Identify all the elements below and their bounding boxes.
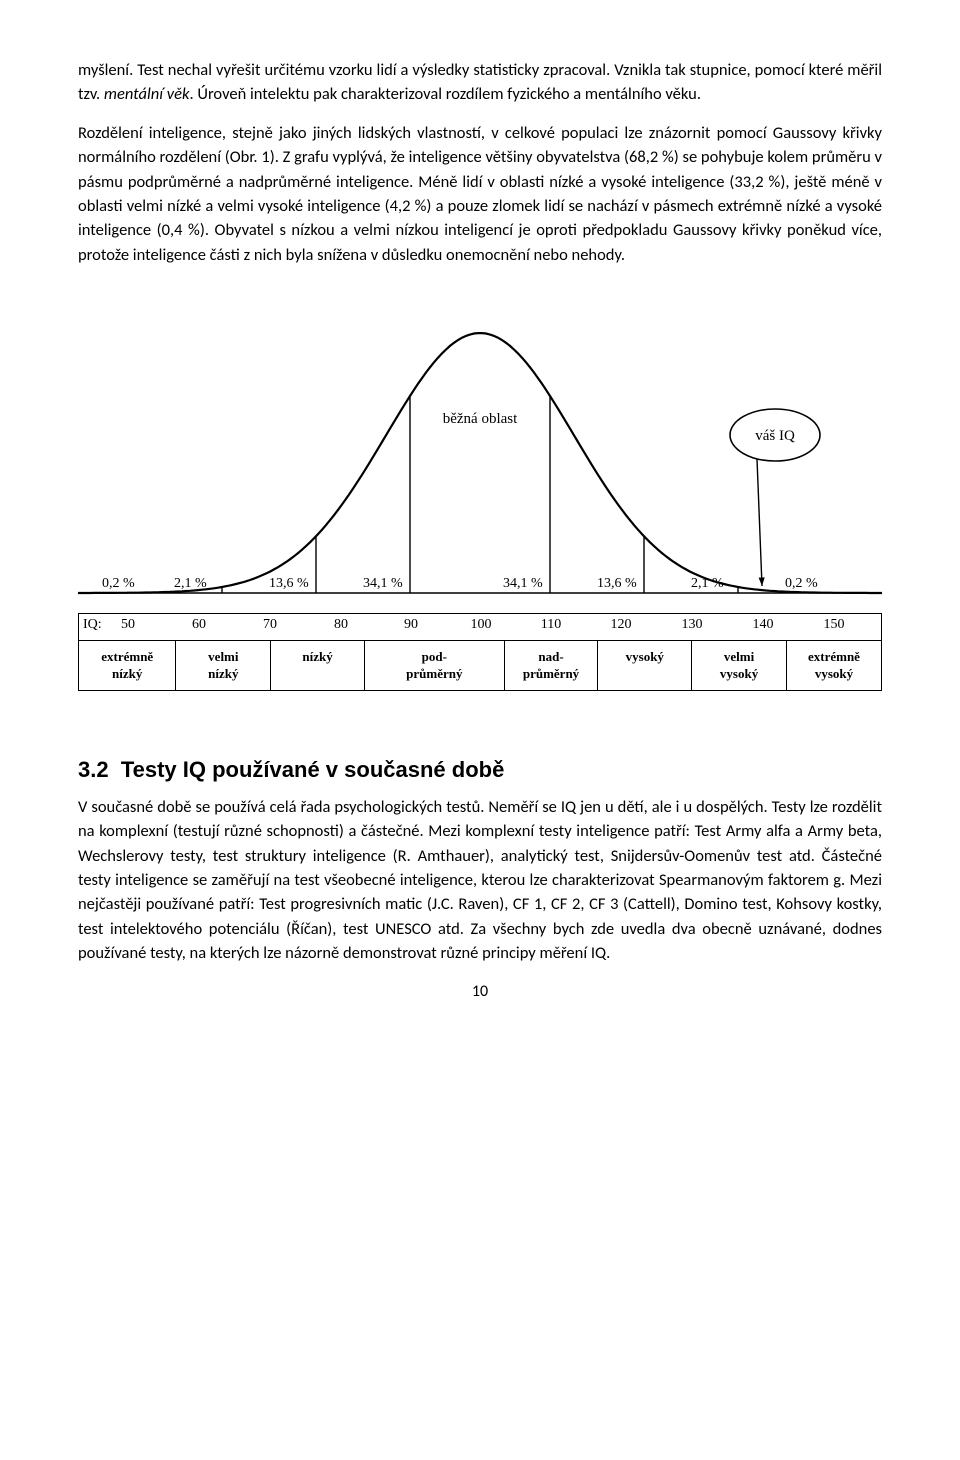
iq-tick: 140 [753,617,774,633]
svg-text:13,6 %: 13,6 % [597,576,637,591]
category-cell: extrémněvysoký [787,641,881,690]
category-cell: nad-průměrný [505,641,599,690]
iq-tick: 120 [611,617,632,633]
category-cell: velmivysoký [692,641,787,690]
paragraph-1: myšlení. Test nechal vyřešit určitému vz… [78,58,882,107]
iq-tick: 80 [334,617,348,633]
page-number: 10 [78,982,882,1001]
svg-text:13,6 %: 13,6 % [269,576,309,591]
p1-italic: mentální věk [104,84,190,104]
iq-tick: 110 [541,617,561,633]
svg-text:34,1 %: 34,1 % [503,576,543,591]
svg-text:2,1 %: 2,1 % [174,576,207,591]
gauss-figure: běžná oblast váš IQ 0,2 % 2,1 % 13,6 % 34,1… [78,293,882,691]
iq-tick: 70 [263,617,277,633]
category-row: extrémněnízkývelminízkýnízkýpod-průměrný… [78,641,882,691]
category-cell: extrémněnízký [79,641,176,690]
iq-tick: 50 [121,617,135,633]
iq-tick: 60 [192,617,206,633]
iq-tick: 90 [404,617,418,633]
svg-text:běžná oblast: běžná oblast [443,411,518,427]
category-cell: vysoký [598,641,692,690]
gauss-svg: běžná oblast váš IQ 0,2 % 2,1 % 13,6 % 34,1… [78,293,882,613]
iq-tick: 150 [824,617,845,633]
iq-tick: 100 [471,617,492,633]
svg-text:2,1 %: 2,1 % [691,576,724,591]
category-cell: pod-průměrný [365,641,505,690]
iq-scale-row: IQ: 50 60 70 80 90 100 110 120 130 140 150 [78,613,882,641]
section-heading: 3.2 Testy IQ používané v současné době [78,757,882,783]
section-title: Testy IQ používané v současné době [121,757,504,782]
category-cell: velminízký [176,641,271,690]
svg-text:váš IQ: váš IQ [755,428,795,444]
section-number: 3.2 [78,757,109,782]
p1-post: . Úroveň intelektu pak charakterizoval r… [189,84,701,104]
iq-tick: 130 [682,617,703,633]
paragraph-3: V současné době se používá celá řada psy… [78,795,882,966]
category-cell: nízký [271,641,365,690]
svg-text:34,1 %: 34,1 % [363,576,403,591]
svg-text:0,2 %: 0,2 % [785,576,818,591]
paragraph-2: Rozdělení inteligence, stejně jako jinýc… [78,121,882,267]
iq-axis-label: IQ: [83,617,102,633]
svg-text:0,2 %: 0,2 % [102,576,135,591]
